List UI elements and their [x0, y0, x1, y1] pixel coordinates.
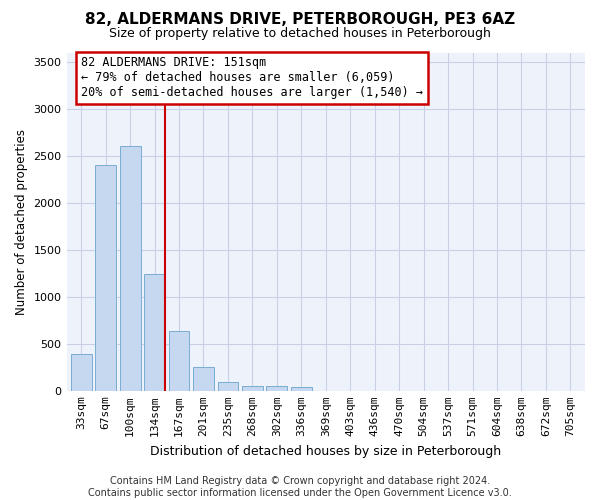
X-axis label: Distribution of detached houses by size in Peterborough: Distribution of detached houses by size …	[150, 444, 502, 458]
Bar	[120, 146, 140, 391]
Text: Contains HM Land Registry data © Crown copyright and database right 2024.
Contai: Contains HM Land Registry data © Crown c…	[88, 476, 512, 498]
Bar	[169, 330, 190, 391]
Bar	[95, 166, 116, 391]
Text: 82 ALDERMANS DRIVE: 151sqm
← 79% of detached houses are smaller (6,059)
20% of s: 82 ALDERMANS DRIVE: 151sqm ← 79% of deta…	[81, 56, 423, 100]
Bar	[291, 387, 312, 391]
Bar	[71, 354, 92, 391]
Bar	[144, 274, 165, 391]
Text: 82, ALDERMANS DRIVE, PETERBOROUGH, PE3 6AZ: 82, ALDERMANS DRIVE, PETERBOROUGH, PE3 6…	[85, 12, 515, 28]
Y-axis label: Number of detached properties: Number of detached properties	[15, 128, 28, 314]
Bar	[242, 386, 263, 391]
Bar	[266, 386, 287, 391]
Bar	[193, 367, 214, 391]
Text: Size of property relative to detached houses in Peterborough: Size of property relative to detached ho…	[109, 28, 491, 40]
Bar	[218, 382, 238, 391]
